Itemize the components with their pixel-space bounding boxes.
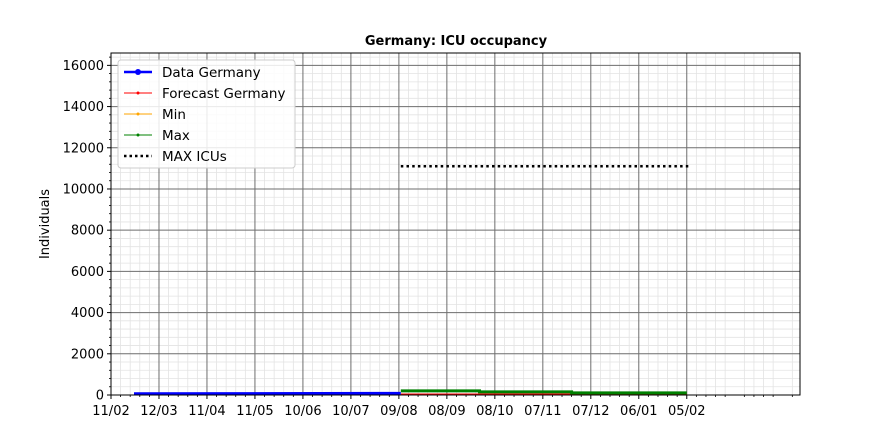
legend: Data Germany Forecast Germany Min Max MA… — [117, 59, 296, 169]
legend-marker-min — [136, 112, 140, 116]
y-tick-label: 6000 — [71, 265, 104, 280]
x-tick-label: 11/04 — [188, 404, 225, 419]
y-tick-label: 14000 — [63, 100, 104, 115]
legend-label-max-icus: MAX ICUs — [162, 149, 227, 165]
legend-marker-max — [136, 133, 140, 137]
series-layer — [133, 165, 689, 396]
legend-marker-data-germany — [135, 69, 141, 75]
y-tick-label: 8000 — [71, 224, 104, 239]
y-tick-label: 12000 — [63, 141, 104, 156]
x-tick-label: 07/12 — [572, 404, 609, 419]
legend-label-min: Min — [162, 107, 186, 123]
x-tick-label: 08/09 — [428, 404, 465, 419]
x-tick-label: 11/02 — [92, 404, 129, 419]
legend-label-forecast-germany: Forecast Germany — [162, 86, 285, 102]
y-tick-label: 16000 — [63, 59, 104, 74]
x-tick-label: 10/06 — [284, 404, 321, 419]
axis-ticks — [107, 56, 793, 399]
legend-label-data-germany: Data Germany — [162, 65, 261, 81]
x-tick-label: 08/10 — [476, 404, 513, 419]
y-tick-label: 10000 — [63, 182, 104, 197]
y-tick-label: 4000 — [71, 306, 104, 321]
legend-box — [117, 59, 296, 169]
y-tick-label: 0 — [96, 389, 104, 404]
y-axis-label: Individuals — [38, 189, 53, 259]
series-line-max — [400, 389, 687, 395]
minor-gridlines — [111, 53, 800, 395]
x-tick-label: 07/11 — [524, 404, 561, 419]
x-tick-label: 09/08 — [380, 404, 417, 419]
axis-tick-labels: 0 2000 4000 6000 8000 10000 12000 14000 16000 11/… — [63, 59, 706, 419]
legend-marker-forecast-germany — [136, 91, 140, 95]
chart-title: Germany: ICU occupancy — [365, 34, 548, 49]
x-tick-label: 10/07 — [332, 404, 369, 419]
x-tick-label: 12/03 — [140, 404, 177, 419]
legend-label-max: Max — [162, 128, 190, 144]
y-tick-label: 2000 — [71, 347, 104, 362]
x-tick-label: 05/02 — [668, 404, 705, 419]
x-tick-label: 06/01 — [620, 404, 657, 419]
plot-frame — [110, 52, 801, 396]
x-tick-label: 11/05 — [236, 404, 273, 419]
